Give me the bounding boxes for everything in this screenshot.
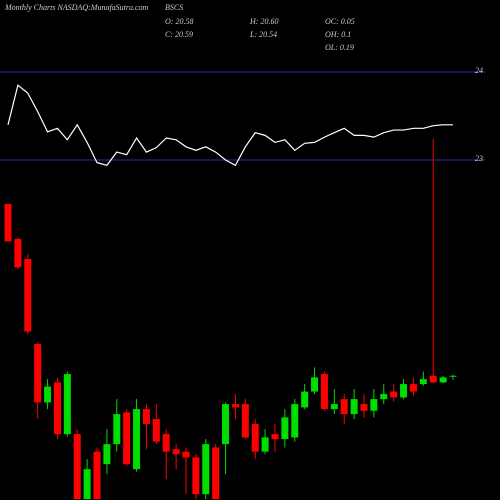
candle-body <box>231 404 239 408</box>
candle-body <box>261 437 269 452</box>
candle-body <box>370 399 378 411</box>
candle-body <box>271 434 279 440</box>
candle-body <box>320 374 328 410</box>
candle-body <box>360 404 368 411</box>
candle-body <box>152 419 160 442</box>
candle-body <box>162 434 170 452</box>
candle-body <box>14 238 22 268</box>
line <box>7 84 453 167</box>
chart-title: Monthly Charts NASDAQ:MunafaSutra.com <box>4 3 149 12</box>
candle-body <box>73 434 81 500</box>
candle-body <box>44 386 52 403</box>
candle-body <box>53 382 61 435</box>
candle-body <box>380 394 388 400</box>
candle-body <box>222 404 230 445</box>
candle-body <box>113 414 121 445</box>
stat-label: OL: 0.19 <box>325 43 354 52</box>
candle-body <box>202 444 210 495</box>
candle-body <box>301 391 309 408</box>
candle-body <box>123 412 131 465</box>
candle-body <box>24 258 32 332</box>
candle-body <box>133 409 141 470</box>
candle-body <box>192 457 200 495</box>
candle-body <box>63 374 71 435</box>
stat-label: OH: 0.1 <box>325 30 351 39</box>
candle-body <box>449 375 457 377</box>
candle-body <box>83 469 91 500</box>
candle-body <box>4 203 12 242</box>
candle-body <box>34 344 42 403</box>
candle-body <box>400 384 408 398</box>
candle-body <box>390 391 398 398</box>
candle-body <box>103 444 111 465</box>
candle-body <box>330 404 338 410</box>
candle-body <box>281 417 289 440</box>
candle-body <box>172 449 180 455</box>
candle-body <box>409 384 417 392</box>
stat-label: OC: 0.05 <box>325 17 355 26</box>
stat-label: O: 20.58 <box>165 17 193 26</box>
candle-body <box>311 377 319 392</box>
candle-body <box>142 409 150 425</box>
candle-body <box>241 404 249 438</box>
y-tick-label: 23 <box>475 154 483 163</box>
candle-body <box>439 377 447 383</box>
stat-label: H: 20.60 <box>249 17 278 26</box>
candle-body <box>251 424 259 452</box>
candle-body <box>429 375 437 383</box>
candle-body <box>350 399 358 415</box>
candle-body <box>93 451 101 500</box>
symbol: BSCS <box>165 3 183 12</box>
candle-body <box>182 451 190 458</box>
y-tick-label: 24 <box>475 66 483 75</box>
stat-label: L: 20.54 <box>249 30 277 39</box>
candle-body <box>212 447 220 500</box>
candle-body <box>291 404 299 438</box>
stat-label: C: 20.59 <box>165 30 193 39</box>
candle-body <box>419 379 427 385</box>
candle-body <box>340 399 348 415</box>
